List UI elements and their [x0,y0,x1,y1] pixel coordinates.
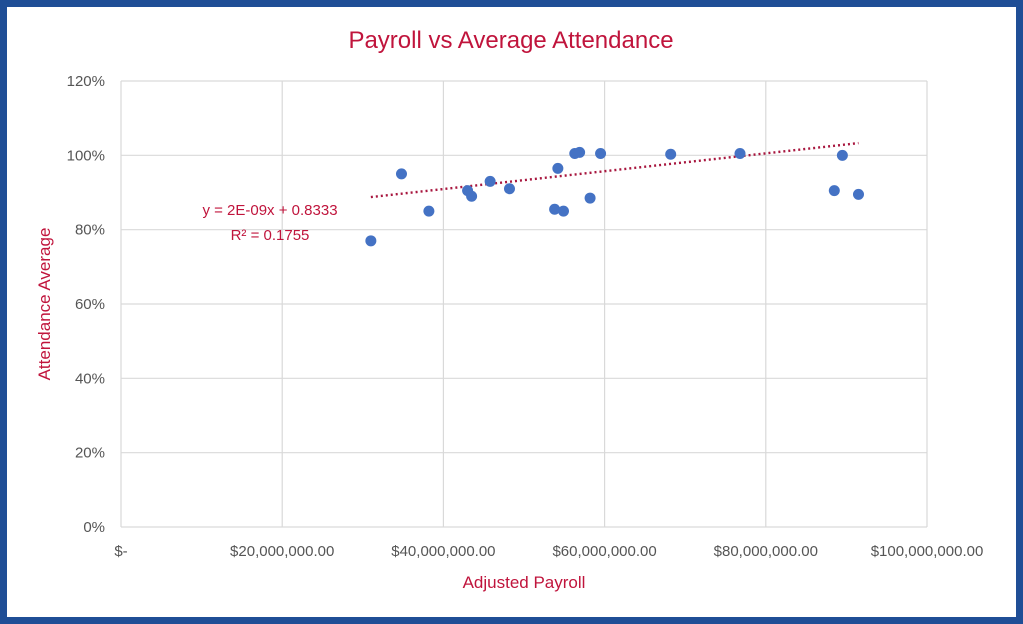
x-tick-label-2: $40,000,000.00 [391,543,495,560]
x-axis-title: Adjusted Payroll [463,573,586,592]
y-tick-label-4: 80% [75,222,105,239]
y-tick-label-6: 120% [67,73,105,90]
data-point-0 [365,235,377,247]
data-point-5 [484,175,496,187]
y-axis-title: Attendance Average [35,228,54,381]
trendline [370,141,859,199]
x-tick-label-5: $100,000,000.00 [871,543,984,560]
data-point-13 [595,147,607,159]
x-tick-label-1: $20,000,000.00 [230,543,334,560]
trendline-equation: y = 2E-09x + 0.8333 [202,202,337,219]
x-tick-label-0: $- [114,543,127,560]
data-point-6 [503,183,515,195]
data-point-12 [584,192,596,204]
data-points [365,146,864,247]
data-point-7 [549,203,561,215]
y-tick-label-0: 0% [83,519,105,536]
x-axis-tick-labels: $- $20,000,000.00 $40,000,000.00 $60,000,00… [114,543,983,560]
data-point-17 [836,149,848,161]
data-point-1 [395,168,407,180]
data-point-14 [665,148,677,160]
trendline-r-squared: R² = 0.1755 [231,227,310,244]
data-point-2 [423,205,435,217]
data-point-9 [557,205,569,217]
data-point-15 [734,147,746,159]
data-point-16 [828,185,840,197]
x-tick-label-4: $80,000,000.00 [714,543,818,560]
y-axis-tick-labels: 0% 20% 40% 60% 80% 100% 120% [67,73,105,536]
data-point-11 [574,146,586,158]
data-point-8 [552,162,564,174]
y-tick-label-5: 100% [67,147,105,164]
gridlines [120,80,928,528]
x-tick-label-3: $60,000,000.00 [552,543,656,560]
data-point-4 [466,190,478,202]
data-point-18 [852,188,864,200]
y-tick-label-3: 60% [75,296,105,313]
y-tick-label-1: 20% [75,445,105,462]
y-tick-label-2: 40% [75,370,105,387]
chart-title: Payroll vs Average Attendance [348,27,673,54]
